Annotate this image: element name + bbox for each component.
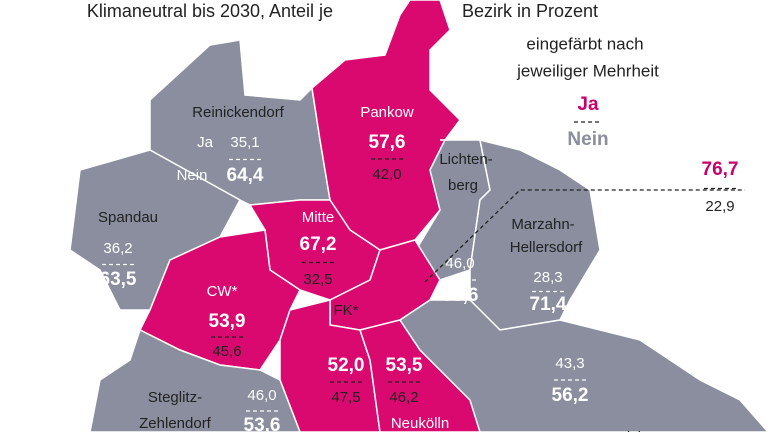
- ja-label: Ja: [197, 134, 214, 151]
- district-name: FK*: [333, 302, 358, 319]
- district-name: Reinickendorf: [192, 104, 285, 121]
- treptow-shape: [398, 299, 768, 432]
- ja-value: 53,5: [386, 355, 423, 376]
- district-name: Mitte: [302, 209, 335, 226]
- nein-value: 56,2: [552, 385, 589, 406]
- ja-value: 57,6: [369, 132, 406, 153]
- district-name: Spandau: [98, 209, 158, 226]
- nein-value: 22,9: [705, 198, 734, 215]
- ja-value: 46,0: [445, 255, 474, 272]
- ja-value: 43,3: [555, 355, 584, 372]
- district-name: Marzahn-: [511, 216, 574, 233]
- district-labels: Reinickendorf 35,1 64,4 Ja Nein Pankow 57,6 42,…: [98, 104, 739, 432]
- ja-value: 46,0: [247, 387, 276, 404]
- ja-value: 35,1: [230, 134, 259, 151]
- nein-value: 64,4: [227, 165, 264, 186]
- nein-value: 47,5: [331, 389, 360, 406]
- nein-value: 42,0: [372, 166, 401, 183]
- district-name: Zehlendorf: [139, 415, 212, 432]
- legend-note: eingefärbt nach: [526, 34, 643, 53]
- district-name: CW*: [207, 283, 238, 300]
- nein-value: 53,6: [244, 415, 281, 432]
- ja-value: 36,2: [103, 240, 132, 257]
- ja-value: 52,0: [328, 355, 365, 376]
- nein-value: 46,2: [389, 389, 418, 406]
- district-name: Treptow-Köpenick: [525, 429, 646, 432]
- nein-value: 63,5: [100, 269, 137, 290]
- nein-label: Nein: [177, 167, 208, 184]
- nein-value: 32,5: [303, 271, 332, 288]
- district-name: Pankow: [360, 104, 414, 121]
- ja-value: 28,3: [533, 269, 562, 286]
- legend-note: jeweiliger Mehrheit: [516, 61, 659, 80]
- ja-value: 67,2: [300, 234, 337, 255]
- district-name: berg: [448, 177, 478, 194]
- callout-line: [424, 189, 745, 283]
- nein-value: 45,6: [212, 343, 241, 360]
- district-name: Lichten-: [439, 151, 492, 168]
- ja-value: 53,9: [209, 311, 246, 332]
- district-name: Hellersdorf: [510, 239, 583, 256]
- district-name: Steglitz-: [148, 389, 202, 406]
- nein-value: 71,4: [530, 294, 567, 315]
- legend-ja: Ja: [577, 94, 599, 115]
- title-line: Bezirk in Prozent: [462, 1, 598, 21]
- steglitz-shape: [89, 328, 301, 432]
- title-line: Klimaneutral bis 2030, Anteil je: [87, 1, 333, 21]
- legend-nein: Nein: [567, 129, 608, 150]
- ja-value: 76,7: [702, 159, 739, 180]
- districts-shapes: [69, 0, 768, 432]
- nein-value: 53,6: [442, 285, 479, 306]
- district-name: Neukölln: [391, 415, 449, 432]
